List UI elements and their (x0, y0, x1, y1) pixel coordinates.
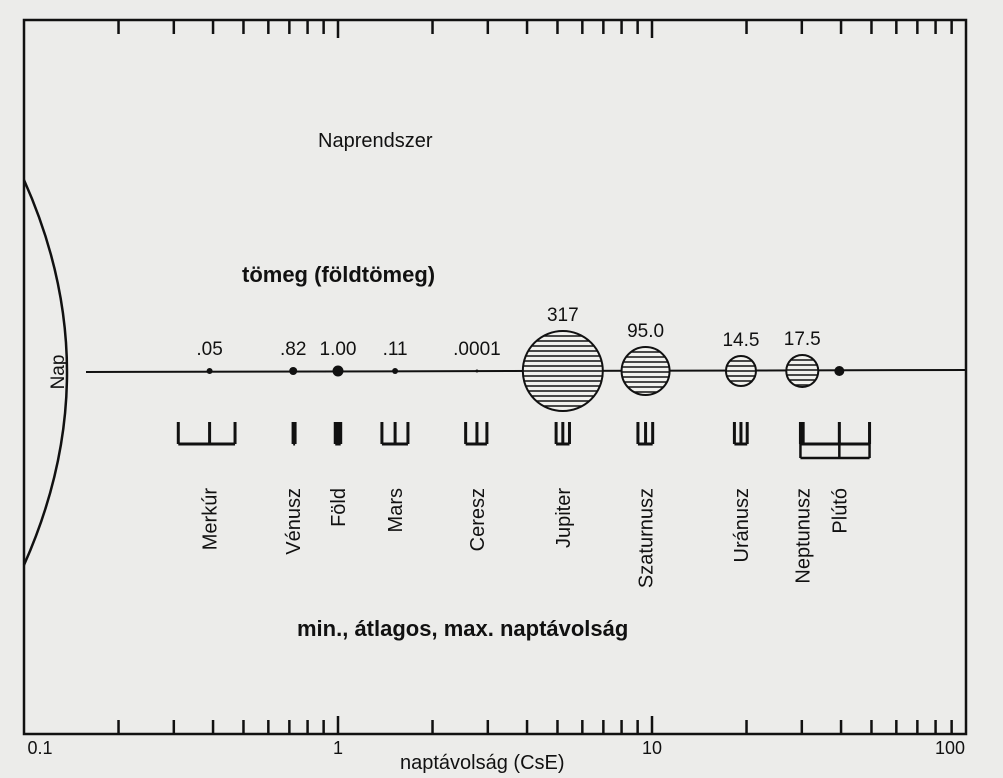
x-tick-label: 0.1 (27, 738, 53, 758)
x-tick-label: 10 (641, 738, 663, 758)
planet-fill (786, 355, 819, 387)
planet-name: Ceresz (467, 488, 489, 551)
plot-frame (22, 18, 968, 736)
mass-label: .82 (280, 339, 306, 360)
sun-arc (22, 179, 69, 566)
distance-bracket (380, 422, 410, 446)
mass-heading: tömeg (földtömeg) (242, 262, 436, 287)
axis-ticks (117, 20, 953, 734)
planet-name: Merkúr (200, 488, 222, 551)
planet-outline (724, 355, 757, 387)
planet-dot (392, 368, 399, 374)
planet-body (521, 330, 604, 412)
mass-label: 95.0 (627, 321, 664, 342)
planet-markers: .05 Merkúr .82 Vénusz 1.00 Föld .11 Mars .0001 Ce… (176, 305, 872, 588)
planet-dot (475, 369, 479, 373)
distance-bracket (636, 422, 655, 446)
planet-name: Plútó (829, 488, 851, 534)
planet-name: Jupiter (553, 488, 575, 548)
distance-bracket (333, 422, 343, 446)
planet-name: Mars (385, 488, 407, 532)
distance-bracket (291, 422, 297, 446)
planet-dot (834, 366, 845, 376)
planet-dot (289, 367, 298, 375)
planet-name: Uránusz (731, 488, 753, 562)
mass-label: 317 (547, 305, 579, 326)
planet-dot (332, 365, 344, 377)
mass-label: 17.5 (784, 329, 821, 350)
distance-bracket (732, 422, 749, 446)
distance-heading: min., átlagos, max. naptávolság (297, 616, 629, 641)
planet-outline (521, 330, 604, 412)
distance-bracket (798, 422, 872, 460)
planet-outline (620, 346, 671, 396)
distance-bracket (464, 422, 489, 446)
distance-bracket (176, 422, 237, 446)
x-tick-label: 1 (332, 738, 344, 758)
planet-fill (621, 347, 670, 395)
x-axis-label: naptávolság (CsE) (400, 752, 565, 774)
planet-name: Vénusz (283, 488, 305, 555)
planet-body (785, 354, 820, 388)
sun-label: Nap (48, 355, 69, 390)
planet-name: Föld (328, 488, 350, 527)
mass-label: .05 (196, 339, 222, 360)
planet-outline (785, 354, 820, 388)
diagram-title: Naprendszer (318, 130, 433, 152)
x-tick-label: 100 (934, 738, 966, 758)
planet-body (620, 346, 671, 396)
mass-label: 14.5 (722, 330, 759, 351)
planet-name: Szaturnusz (636, 488, 658, 588)
mass-label: .11 (383, 339, 408, 360)
planet-body (724, 355, 757, 387)
mass-label: .0001 (453, 339, 501, 360)
mass-label: 1.00 (320, 339, 357, 360)
distance-bracket (554, 422, 571, 446)
planet-dot (206, 368, 213, 374)
planet-name: Neptunusz (792, 488, 814, 584)
